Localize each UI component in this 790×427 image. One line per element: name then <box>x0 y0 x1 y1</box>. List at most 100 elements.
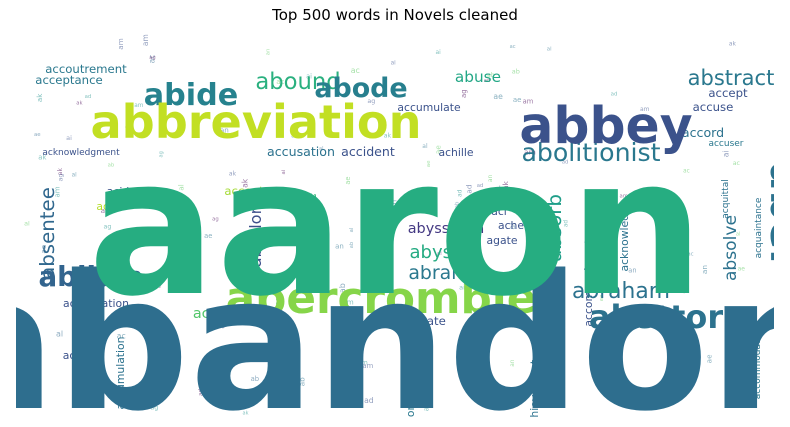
filler-word: ak <box>35 93 44 102</box>
filler-word: ag <box>367 97 375 105</box>
filler-word: an <box>192 248 200 256</box>
filler-word: an <box>510 359 516 366</box>
filler-word: al <box>72 173 77 179</box>
filler-word: ae <box>426 160 432 167</box>
word-acid: acid <box>107 185 129 198</box>
word-acacia: acacia <box>193 306 239 322</box>
filler-word: an <box>263 227 269 233</box>
word-acceptance: acceptance <box>35 73 102 87</box>
filler-word: ai <box>644 315 650 324</box>
word-accident: accident <box>341 144 395 159</box>
filler-word: ai <box>118 308 125 317</box>
filler-word: ai <box>437 251 442 257</box>
filler-word: ad <box>372 203 380 210</box>
filler-word: ab <box>338 283 347 293</box>
filler-word: am <box>141 34 150 46</box>
filler-word: ad <box>157 281 163 288</box>
filler-word: an <box>628 266 636 274</box>
filler-word: ac <box>741 334 750 343</box>
word-aci: aci <box>491 205 507 218</box>
filler-word: ae <box>204 232 212 240</box>
filler-word: ab <box>349 242 355 248</box>
word-acquittal: acquittal <box>721 179 731 218</box>
filler-word: ab <box>108 162 115 168</box>
filler-word: al <box>319 146 323 152</box>
filler-word: ai <box>459 284 465 292</box>
filler-word: ac <box>683 169 690 175</box>
word-accentuate: accentuate <box>380 314 446 328</box>
filler-word: ab <box>487 72 495 79</box>
word-abram: abram <box>408 262 469 284</box>
filler-word: ak <box>114 202 124 211</box>
filler-word: ab <box>677 388 684 396</box>
filler-word: ad <box>85 94 92 100</box>
filler-word: ae <box>705 354 714 363</box>
word-absolve: absolve <box>721 215 741 281</box>
filler-word: al <box>27 401 33 409</box>
filler-word: an <box>488 174 494 182</box>
filler-word: ak <box>556 278 564 284</box>
filler-word: ak <box>57 168 64 176</box>
word-abound: abound <box>255 69 340 95</box>
word-abijam: abijam <box>38 260 143 293</box>
filler-word: ac <box>148 54 157 63</box>
filler-word: ab <box>251 375 259 383</box>
filler-word: an <box>335 243 344 251</box>
filler-word: ae <box>39 245 48 254</box>
word-abettor: abettor <box>589 298 723 336</box>
filler-word: al <box>416 390 421 396</box>
filler-word: ai <box>412 196 418 201</box>
filler-word: ag <box>150 405 158 412</box>
filler-word: al <box>422 143 428 150</box>
word-abolitionist: abolitionist <box>521 138 660 167</box>
word-acknowledgment: acknowledgment <box>42 148 120 158</box>
word-abyssinian: abyssinian <box>408 221 485 237</box>
filler-word: al <box>201 366 207 374</box>
word-accumulation: accumulation <box>114 337 127 410</box>
filler-word: an <box>700 265 709 275</box>
filler-word: an <box>639 402 648 411</box>
filler-word: ab <box>297 377 306 386</box>
word-accept: accept <box>708 86 748 100</box>
word-accent: accent <box>224 184 264 198</box>
filler-word: ai <box>436 49 442 56</box>
filler-word: ag <box>218 319 227 329</box>
word-accumulate: accumulate <box>397 101 461 114</box>
filler-word: ag <box>274 297 282 305</box>
word-achievement: achievement <box>528 360 541 417</box>
filler-word: ab <box>512 67 520 75</box>
word-accomplishment: accomplishment <box>404 346 417 417</box>
filler-word: ag <box>225 255 231 262</box>
filler-word: ae <box>324 123 332 130</box>
filler-word: ad <box>364 396 374 405</box>
filler-word: ac <box>354 311 361 318</box>
filler-word: ad <box>611 92 618 98</box>
filler-word: ad <box>464 184 473 193</box>
filler-word: ag <box>149 55 155 61</box>
filler-word: am <box>134 103 144 109</box>
filler-word: ac <box>510 44 516 50</box>
filler-word: am <box>363 362 374 370</box>
word-aaron: aaron <box>88 117 704 338</box>
filler-word: ac <box>648 315 656 323</box>
filler-word: ag <box>212 216 219 222</box>
filler-word: am <box>256 341 266 349</box>
filler-word: ak <box>729 42 737 48</box>
filler-word: am <box>523 98 534 106</box>
word-accretion: accretion <box>479 192 533 206</box>
word-absentee: absentee <box>36 187 59 279</box>
filler-word: ac <box>308 131 314 138</box>
filler-word: ag <box>648 393 656 400</box>
filler-word: am <box>53 186 61 197</box>
filler-word: ad <box>562 159 568 165</box>
filler-word: an <box>81 367 87 373</box>
filler-word: ak <box>38 154 46 162</box>
word-accusation: accusation <box>267 144 335 159</box>
filler-word: ac <box>687 251 693 257</box>
filler-word: ak <box>350 349 358 357</box>
filler-word: ai <box>281 170 287 175</box>
filler-word: ai <box>391 60 397 66</box>
filler-word: ac <box>276 77 284 86</box>
filler-word: am <box>116 38 125 49</box>
filler-word: ag <box>56 174 64 182</box>
